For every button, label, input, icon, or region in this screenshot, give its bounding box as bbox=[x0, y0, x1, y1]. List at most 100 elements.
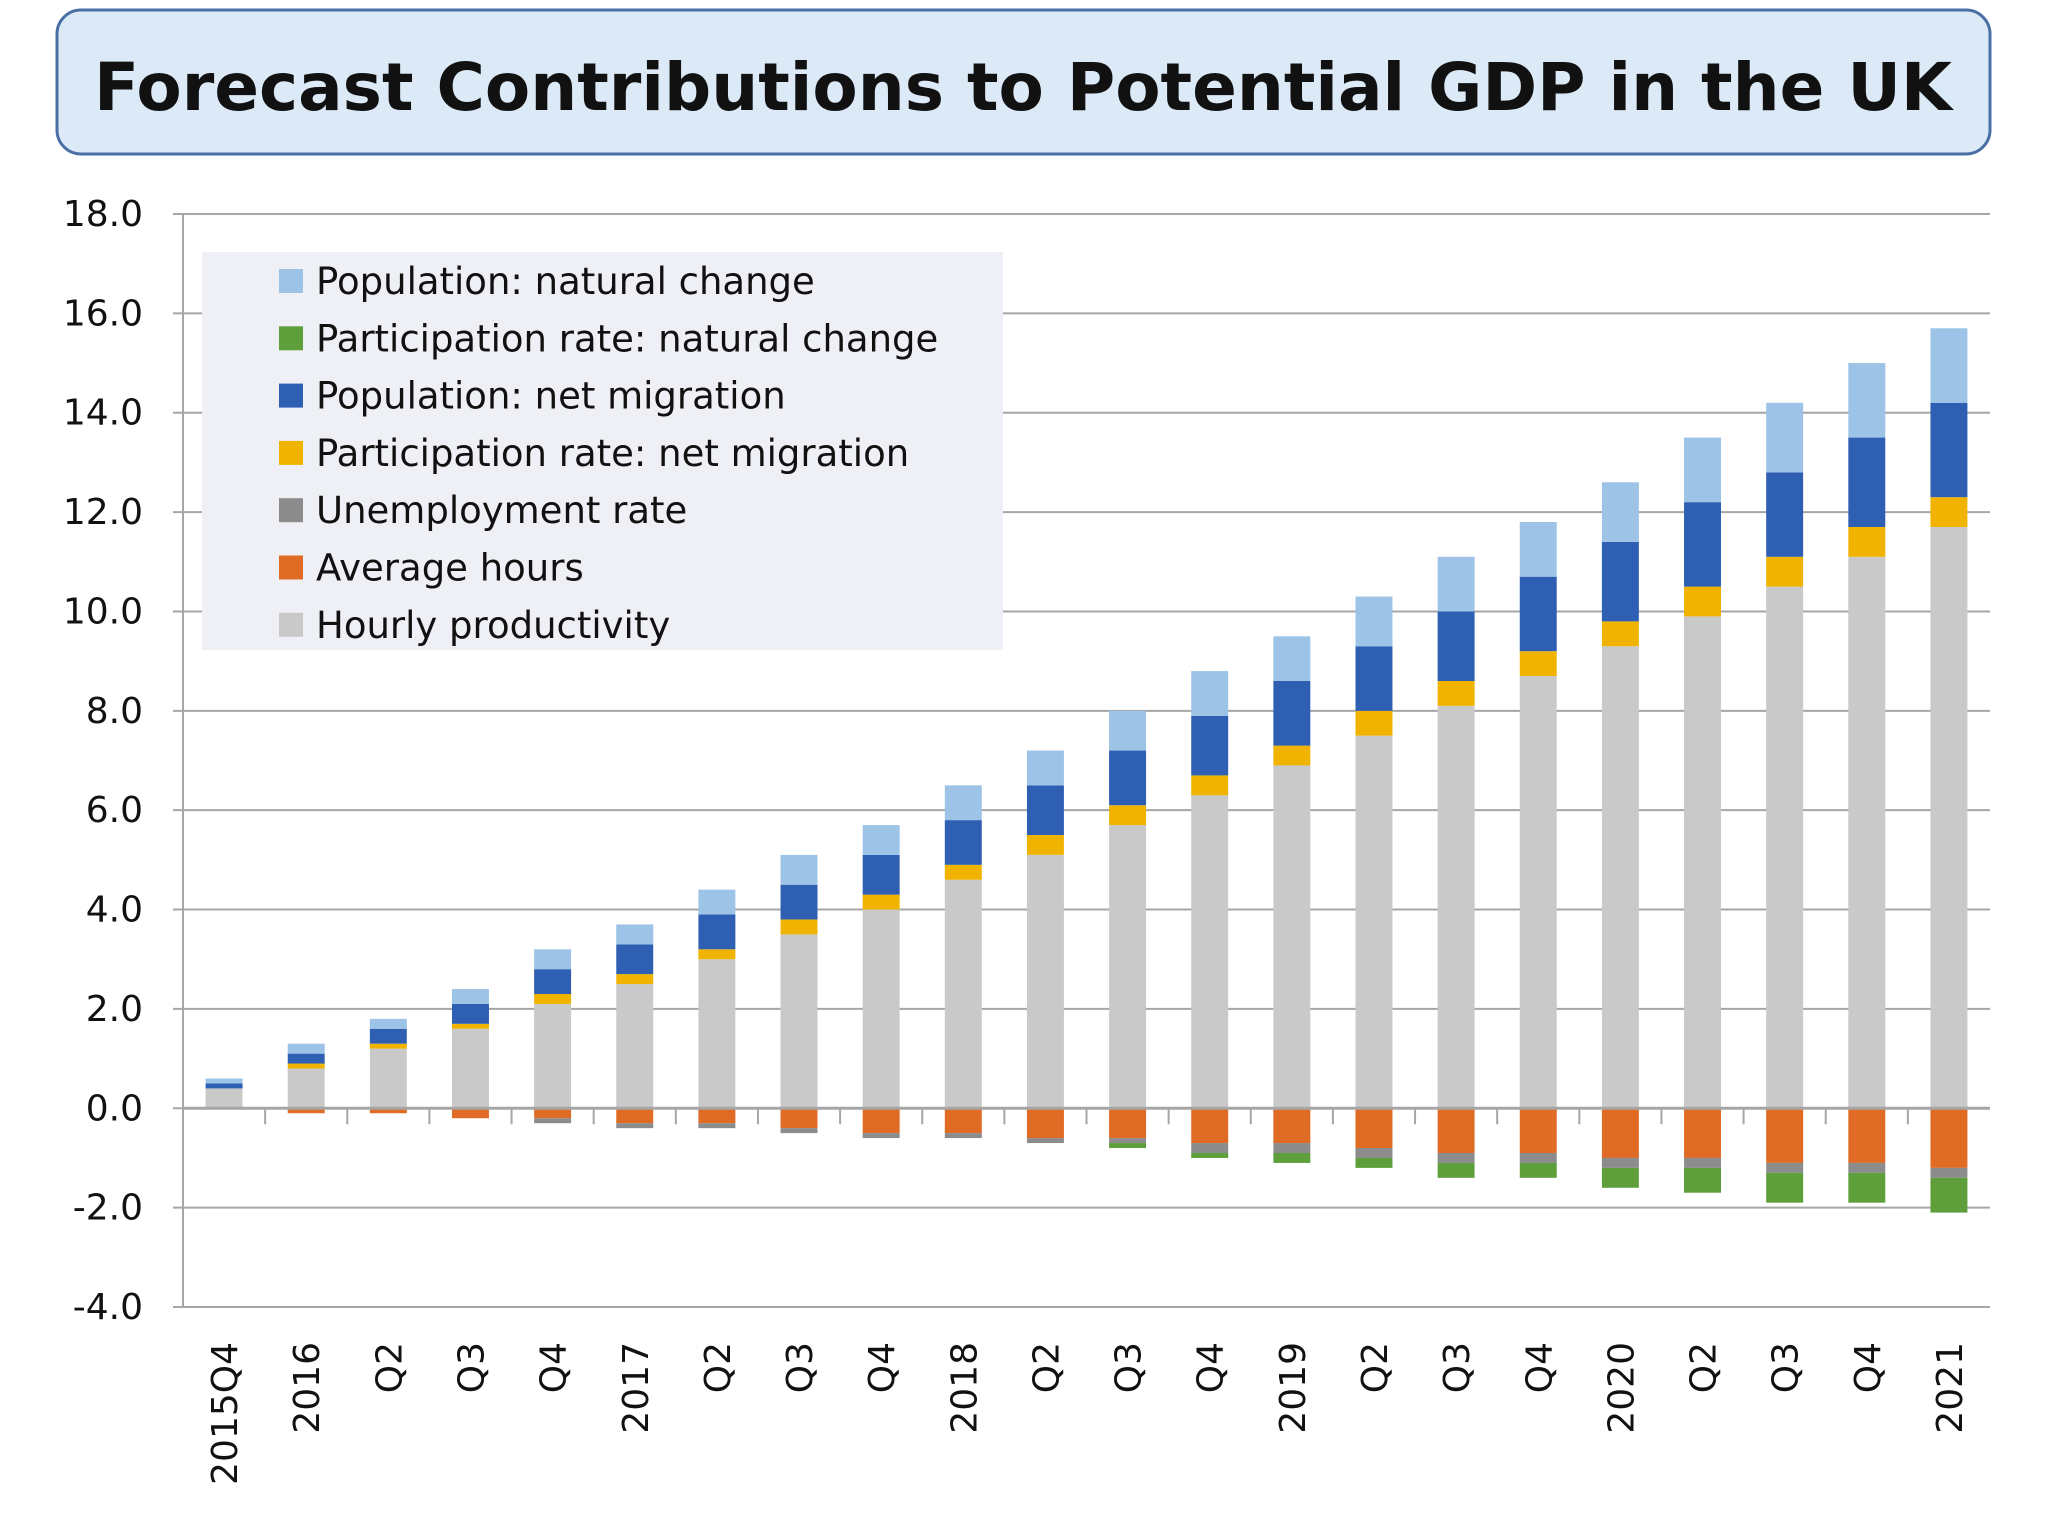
bar-segment-participation-rate-net-migration bbox=[1848, 526, 1886, 557]
bar-segment-population-natural-change bbox=[1601, 482, 1639, 542]
bar-segment-population-net-migration bbox=[534, 969, 572, 995]
y-tick-label: 12.0 bbox=[63, 492, 143, 533]
bar-segment-population-net-migration bbox=[944, 820, 982, 865]
bar-segment-participation-rate-net-migration bbox=[451, 1023, 489, 1029]
bar-segment-population-natural-change bbox=[862, 825, 900, 855]
bar-segment-participation-rate-net-migration bbox=[616, 974, 654, 985]
bar-segment-hourly-productivity bbox=[1684, 616, 1722, 1109]
bar-segment-hourly-productivity bbox=[369, 1048, 407, 1109]
bar-segment-population-net-migration bbox=[1437, 611, 1475, 682]
x-tick-label: Q2 bbox=[1026, 1342, 1067, 1393]
bar-segment-participation-rate-net-migration bbox=[698, 949, 736, 960]
bar-segment-average-hours bbox=[698, 1108, 736, 1124]
bar-segment-population-natural-change bbox=[451, 989, 489, 1004]
bar-segment-population-natural-change bbox=[1848, 363, 1886, 438]
legend-label: Hourly productivity bbox=[316, 604, 670, 647]
y-tick-label: 14.0 bbox=[63, 393, 143, 434]
legend-item: Participation rate: net migration bbox=[279, 432, 909, 475]
bar-segment-average-hours bbox=[1848, 1108, 1886, 1163]
legend-swatch bbox=[279, 498, 303, 523]
bar-segment-participation-rate-net-migration bbox=[944, 864, 982, 880]
x-tick-label: Q4 bbox=[534, 1342, 575, 1393]
bar-segment-average-hours bbox=[1930, 1108, 1968, 1168]
bar-segment-unemployment-rate bbox=[1026, 1138, 1064, 1144]
x-tick-label: 2017 bbox=[616, 1342, 657, 1434]
legend-item: Population: net migration bbox=[279, 375, 786, 418]
bar-segment-unemployment-rate bbox=[534, 1118, 572, 1124]
x-tick-label: Q2 bbox=[1684, 1342, 1725, 1393]
x-tick-label: 2021 bbox=[1930, 1342, 1971, 1434]
x-tick-label: 2015Q4 bbox=[205, 1342, 246, 1485]
bar-segment-average-hours bbox=[862, 1108, 900, 1134]
legend-item: Unemployment rate bbox=[279, 489, 687, 532]
y-tick-label: 6.0 bbox=[86, 790, 143, 831]
bar-segment-average-hours bbox=[1109, 1108, 1147, 1139]
bar-segment-population-net-migration bbox=[1930, 402, 1968, 498]
legend: Population: natural change Participation … bbox=[202, 252, 1003, 650]
bar-segment-population-net-migration bbox=[205, 1083, 243, 1089]
bar-segment-hourly-productivity bbox=[1109, 825, 1147, 1109]
x-tick-label: Q3 bbox=[1109, 1342, 1150, 1393]
bar-segment-population-net-migration bbox=[1355, 646, 1393, 711]
legend-swatch bbox=[279, 269, 303, 293]
bar-segment-hourly-productivity bbox=[1191, 795, 1229, 1109]
bar-segment-average-hours bbox=[1601, 1108, 1639, 1158]
x-tick-label: Q2 bbox=[369, 1342, 410, 1393]
x-tick-label: Q4 bbox=[862, 1342, 903, 1393]
bar-segment-population-net-migration bbox=[369, 1028, 407, 1044]
chart-title: Forecast Contributions to Potential GDP … bbox=[94, 49, 1955, 126]
x-tick-label: 2020 bbox=[1601, 1342, 1642, 1434]
bar-segment-unemployment-rate bbox=[1601, 1157, 1639, 1168]
bar-segment-participation-rate-natural-change bbox=[1848, 1172, 1886, 1203]
y-tick-label: 8.0 bbox=[86, 691, 143, 732]
x-tick-label: Q2 bbox=[698, 1342, 739, 1393]
bar-segment-population-net-migration bbox=[1273, 681, 1311, 746]
bar-segment-population-net-migration bbox=[287, 1053, 325, 1064]
bar-segment-participation-rate-net-migration bbox=[1355, 710, 1393, 736]
bar-segment-population-net-migration bbox=[1109, 750, 1147, 806]
bar-segment-average-hours bbox=[1355, 1108, 1393, 1149]
bar-segment-participation-rate-natural-change bbox=[1191, 1152, 1229, 1158]
bar-segment-population-natural-change bbox=[944, 785, 982, 821]
bar-segment-population-net-migration bbox=[698, 914, 736, 950]
x-axis: 2015Q4 2016 Q2 Q3 Q4 2017 Q2 Q3 Q4 2018 Q2 Q3 Q4 2019… bbox=[183, 1106, 1990, 1485]
bar-segment-participation-rate-natural-change bbox=[1930, 1177, 1968, 1213]
bar-segment-average-hours bbox=[1684, 1108, 1722, 1158]
bar-segment-population-net-migration bbox=[451, 1003, 489, 1024]
bar-segment-population-natural-change bbox=[780, 854, 818, 885]
bar-segment-population-natural-change bbox=[287, 1043, 325, 1054]
bar-segment-participation-rate-net-migration bbox=[1026, 835, 1064, 855]
bar-segment-participation-rate-net-migration bbox=[1437, 681, 1475, 706]
bar-segment-average-hours bbox=[369, 1108, 407, 1114]
bar-segment-population-natural-change bbox=[369, 1018, 407, 1029]
title-banner: Forecast Contributions to Potential GDP … bbox=[55, 8, 1992, 156]
legend-label: Average hours bbox=[316, 547, 584, 590]
bar-segment-participation-rate-net-migration bbox=[369, 1043, 407, 1049]
bar-segment-participation-rate-natural-change bbox=[1519, 1162, 1557, 1178]
bar-segment-population-natural-change bbox=[1273, 636, 1311, 682]
y-tick-label: -2.0 bbox=[73, 1188, 143, 1229]
bar-segment-population-net-migration bbox=[1519, 576, 1557, 652]
x-tick-label: Q4 bbox=[1519, 1342, 1560, 1393]
bar-segment-hourly-productivity bbox=[1930, 526, 1968, 1109]
legend-swatch bbox=[279, 612, 303, 637]
bar-segment-population-natural-change bbox=[205, 1078, 243, 1084]
bar-segment-population-net-migration bbox=[616, 944, 654, 975]
legend-item: Participation rate: natural change bbox=[279, 317, 938, 360]
bar-segment-hourly-productivity bbox=[862, 909, 900, 1109]
bar-segment-hourly-productivity bbox=[205, 1088, 243, 1109]
bar-segment-participation-rate-net-migration bbox=[1191, 775, 1229, 796]
bar-segment-population-natural-change bbox=[1766, 402, 1804, 473]
y-axis: 18.0 16.0 14.0 12.0 10.0 8.0 6.0 4.0 2.0 0.0 -2.0 -… bbox=[63, 194, 184, 1328]
bar-segment-population-net-migration bbox=[862, 854, 900, 895]
x-tick-label: Q3 bbox=[451, 1342, 492, 1393]
bar-segment-participation-rate-net-migration bbox=[862, 894, 900, 910]
bar-segment-unemployment-rate bbox=[1684, 1157, 1722, 1168]
bar-segment-average-hours bbox=[1026, 1108, 1064, 1139]
y-tick-label: -4.0 bbox=[73, 1287, 143, 1328]
legend-swatch bbox=[279, 326, 303, 351]
bar-segment-participation-rate-net-migration bbox=[1519, 651, 1557, 677]
bar-segment-population-natural-change bbox=[1437, 556, 1475, 612]
bar-segment-average-hours bbox=[451, 1108, 489, 1119]
bar-segment-population-natural-change bbox=[616, 924, 654, 945]
